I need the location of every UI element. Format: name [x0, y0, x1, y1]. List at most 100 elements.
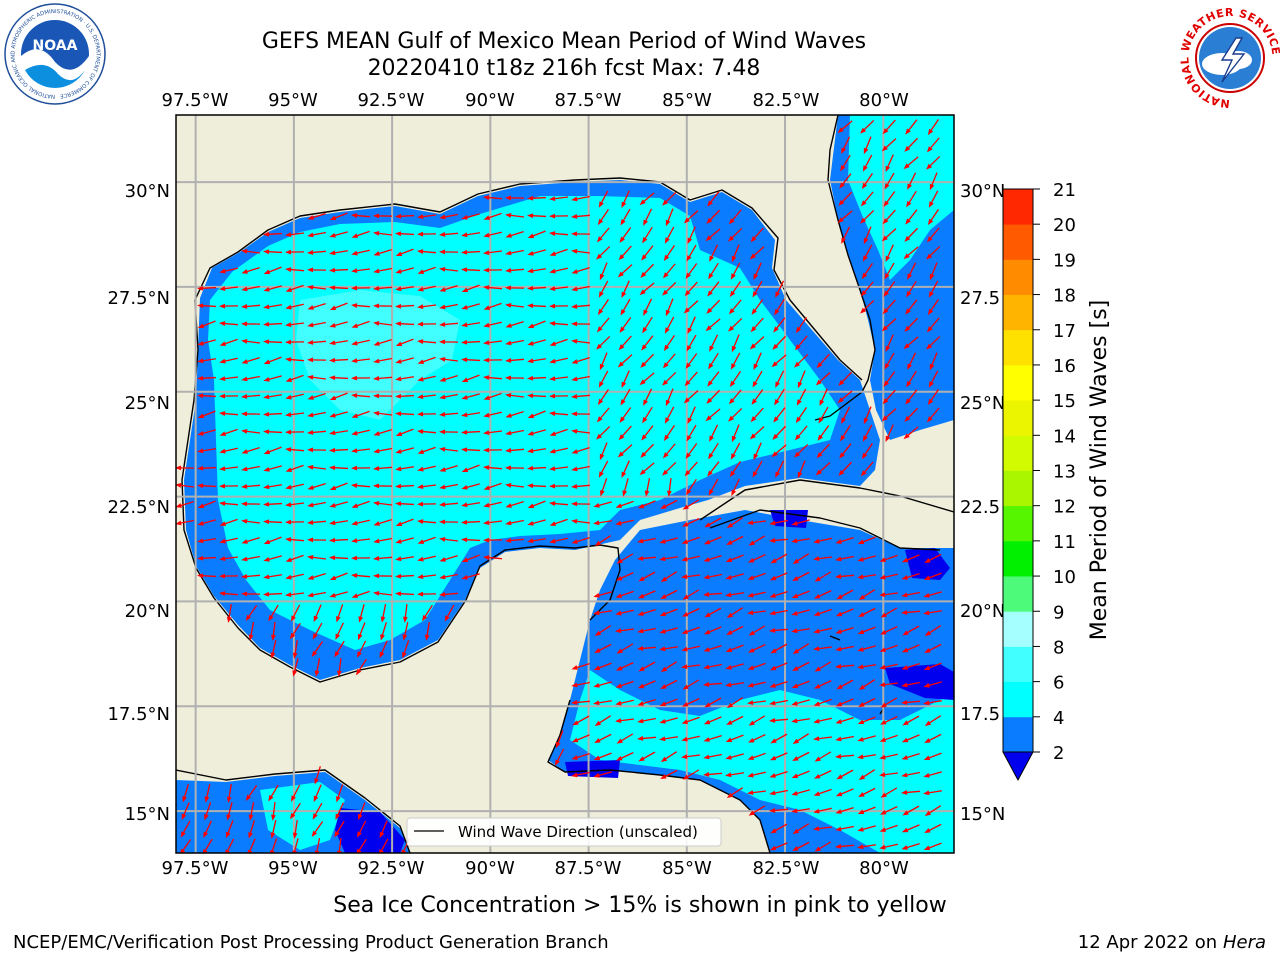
wave-direction-arrow: [841, 226, 851, 244]
wave-direction-arrow: [906, 190, 917, 208]
wave-direction-arrow: [664, 406, 675, 424]
wave-direction-arrow: [439, 447, 459, 452]
wave-direction-arrow: [599, 352, 608, 371]
map-legend: Wind Wave Direction (unscaled): [406, 817, 722, 847]
wave-direction-arrow: [841, 406, 851, 424]
wave-direction-arrow: [334, 640, 345, 658]
wave-direction-arrow: [683, 390, 699, 404]
wave-direction-arrow: [549, 213, 569, 219]
wave-direction-arrow: [879, 573, 898, 580]
wave-direction-arrow: [879, 772, 899, 777]
wave-direction-arrow: [707, 191, 720, 207]
wave-direction-arrow: [835, 645, 854, 652]
wave-direction-arrow: [422, 604, 433, 622]
wave-direction-arrow: [549, 357, 568, 364]
wave-direction-arrow: [373, 249, 392, 256]
chart-title: GEFS MEAN Gulf of Mexico Mean Period of …: [262, 29, 866, 54]
wave-direction-arrow: [549, 338, 568, 346]
wave-direction-arrow: [901, 771, 920, 778]
wave-direction-arrow: [505, 411, 524, 418]
wave-direction-arrow: [879, 644, 898, 652]
graticule: [176, 115, 954, 853]
wave-direction-arrow: [905, 299, 918, 315]
wave-direction-arrow: [219, 447, 238, 454]
wave-direction-arrow: [351, 448, 371, 453]
wave-direction-arrow: [858, 787, 876, 797]
wave-direction-arrow: [351, 285, 371, 291]
wave-direction-arrow: [860, 191, 874, 207]
colorbar-tick-label: 21: [1053, 180, 1076, 201]
wave-direction-arrow: [241, 501, 261, 507]
wave-direction-arrow: [818, 406, 829, 424]
wave-direction-arrow: [659, 698, 678, 707]
wave-direction-arrow: [880, 697, 898, 708]
wave-direction-arrow: [731, 478, 740, 496]
wave-direction-arrow: [857, 555, 876, 562]
wave-direction-arrow: [225, 838, 235, 853]
wave-direction-arrow: [439, 555, 458, 562]
wave-direction-arrow: [923, 700, 943, 706]
wave-direction-arrow: [417, 536, 436, 544]
wave-direction-arrow: [749, 336, 765, 350]
wave-direction-arrow: [549, 466, 569, 471]
wave-direction-arrow: [395, 518, 414, 527]
wave-direction-arrow: [659, 627, 678, 634]
wave-direction-arrow: [791, 680, 810, 689]
wave-direction-arrow: [483, 482, 502, 490]
wave-direction-arrow: [640, 263, 655, 278]
lat-label: 30°N: [960, 181, 1005, 202]
wave-direction-arrow: [640, 353, 655, 368]
wave-direction-arrow: [263, 266, 282, 275]
wave-direction-arrow: [329, 340, 349, 346]
wave-direction-arrow: [709, 334, 719, 352]
wave-direction-arrow: [880, 787, 898, 798]
colorbar-segment: [1003, 294, 1033, 331]
lon-label: 80°W: [859, 858, 909, 879]
wave-direction-arrow: [204, 802, 212, 821]
wave-direction-arrow: [726, 787, 744, 798]
wave-direction-arrow: [245, 605, 258, 622]
wave-direction-arrow: [307, 430, 327, 435]
wave-direction-arrow: [901, 681, 920, 688]
wave-direction-arrow: [838, 371, 853, 386]
wave-direction-arrow: [773, 407, 786, 423]
wave-direction-arrow: [245, 785, 258, 802]
wave-direction-arrow: [596, 317, 610, 333]
wave-direction-arrow: [505, 231, 524, 238]
wave-direction-arrow: [285, 284, 304, 292]
wave-direction-arrow: [336, 604, 344, 623]
wave-direction-arrow: [638, 751, 656, 762]
wave-direction-arrow: [747, 681, 766, 688]
wave-direction-arrow: [885, 244, 894, 263]
wave-direction-arrow: [307, 520, 327, 525]
wave-direction-arrow: [752, 280, 763, 298]
wave-direction-arrow: [771, 444, 787, 458]
wave-direction-arrow: [307, 321, 326, 328]
wave-direction-arrow: [924, 715, 942, 726]
wave-direction-arrow: [705, 408, 721, 422]
wave-direction-arrow: [927, 209, 940, 226]
wave-direction-arrow: [835, 664, 855, 669]
lat-label: 27.5°N: [107, 288, 170, 309]
wave-direction-arrow: [773, 317, 786, 333]
wave-direction-arrow: [241, 519, 261, 524]
wave-direction-arrow: [461, 284, 480, 293]
wave-direction-arrow: [596, 407, 610, 423]
wave-direction-arrow: [203, 820, 212, 838]
wave-direction-arrow: [549, 303, 569, 309]
wave-direction-arrow: [642, 316, 653, 334]
wave-direction-arrow: [797, 370, 806, 389]
wave-direction-arrow: [813, 736, 833, 741]
wave-direction-arrow: [792, 553, 810, 564]
wave-direction-arrow: [483, 321, 502, 328]
wave-direction-arrow: [197, 320, 216, 329]
wave-direction-arrow: [241, 249, 261, 254]
wave-direction-arrow: [527, 339, 546, 346]
wave-direction-arrow: [863, 406, 872, 425]
wave-direction-arrow: [885, 334, 894, 353]
wave-direction-arrow: [660, 769, 678, 779]
wave-direction-arrow: [857, 536, 876, 545]
wave-direction-arrow: [901, 790, 921, 795]
wave-direction-arrow: [616, 553, 634, 564]
wave-direction-arrow: [572, 715, 590, 726]
